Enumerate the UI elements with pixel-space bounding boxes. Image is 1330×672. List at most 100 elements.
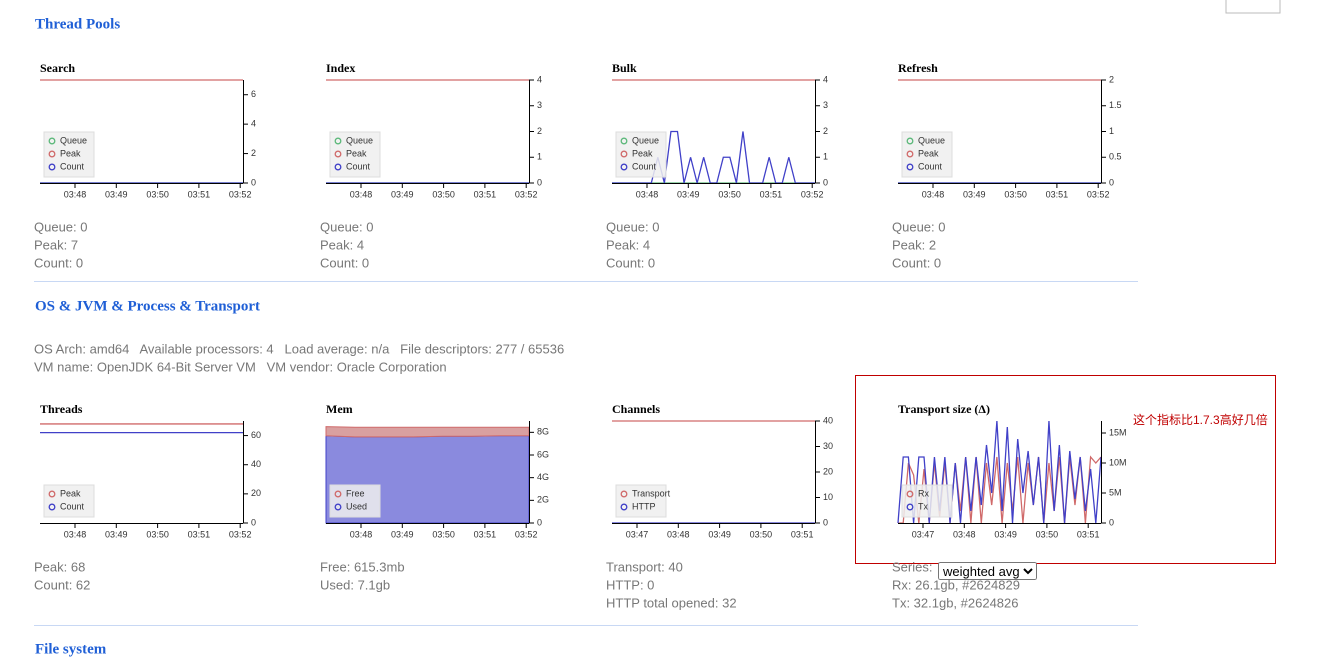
y-tick-label: 20	[251, 488, 261, 498]
y-tick-label: 3	[823, 100, 828, 110]
info-line: OS Arch: amd64 Available processors: 4 L…	[34, 341, 564, 356]
legend-label: Count	[60, 161, 85, 171]
x-tick-label: 03:49	[994, 529, 1017, 539]
legend-label: Count	[918, 161, 943, 171]
y-tick-label: 10	[823, 492, 833, 502]
y-tick-label: 1	[537, 152, 542, 162]
highlight-box	[855, 375, 1276, 564]
x-tick-label: 03:51	[474, 529, 497, 539]
legend-marker	[906, 503, 914, 511]
legend-box	[329, 131, 381, 178]
stat-line: Queue: 0	[606, 219, 660, 234]
chart-title: Refresh	[898, 61, 938, 75]
x-tick-label: 03:51	[474, 189, 497, 199]
x-tick-label: 03:52	[515, 189, 538, 199]
top-box	[1225, 0, 1281, 14]
legend-label: Peak	[60, 488, 81, 498]
legend-marker	[620, 490, 628, 498]
stat-line: Queue: 0	[320, 219, 374, 234]
stat-line: Rx: 26.1gb, #2624829	[892, 577, 1020, 592]
legend-label: Queue	[632, 135, 659, 145]
y-tick-label: 0	[251, 177, 256, 187]
legend-marker	[48, 137, 56, 145]
legend-label: Peak	[632, 148, 653, 158]
legend-label: Used	[346, 501, 367, 511]
legend-label: Queue	[346, 135, 373, 145]
y-tick-label: 60	[251, 430, 261, 440]
annotation: 这个指标比1.7.3高好几倍	[1133, 412, 1268, 427]
stat-line: Peak: 4	[606, 237, 650, 252]
info-line: VM name: OpenJDK 64-Bit Server VM VM ven…	[34, 359, 447, 374]
legend-box	[615, 484, 667, 518]
stat-line: Count: 0	[606, 255, 655, 270]
y-tick-label: 1	[1109, 126, 1114, 136]
x-tick-label: 03:48	[350, 529, 373, 539]
x-tick-label: 03:48	[64, 529, 87, 539]
y-tick-label: 15M	[1109, 427, 1127, 437]
y-tick-label: 1	[823, 152, 828, 162]
stat-line: Queue: 0	[892, 219, 946, 234]
x-tick-label: 03:50	[432, 529, 455, 539]
y-tick-label: 4	[823, 74, 828, 84]
x-tick-label: 03:52	[229, 189, 252, 199]
y-tick-label: 20	[823, 466, 833, 476]
y-tick-label: 4G	[537, 472, 549, 482]
y-tick-label: 40	[823, 415, 833, 425]
legend-marker	[48, 503, 56, 511]
legend-marker	[334, 163, 342, 171]
stat-line: Free: 615.3mb	[320, 559, 405, 574]
legend-label: HTTP	[632, 501, 656, 511]
legend-label: Queue	[60, 135, 87, 145]
y-tick-label: 0	[537, 177, 542, 187]
stat-line: Queue: 0	[34, 219, 88, 234]
legend-marker	[48, 150, 56, 158]
section-title: Thread Pools	[35, 16, 120, 32]
stat-line: Count: 0	[892, 255, 941, 270]
x-tick-label: 03:49	[708, 529, 731, 539]
x-tick-label: 03:50	[146, 189, 169, 199]
x-tick-label: 03:48	[667, 529, 690, 539]
y-tick-label: 2	[1109, 74, 1114, 84]
legend-label: Count	[346, 161, 371, 171]
section-title: File system	[35, 641, 107, 657]
stat-line: Peak: 4	[320, 237, 364, 252]
legend-box	[901, 484, 953, 518]
select-label: Series:	[892, 559, 932, 574]
x-tick-label: 03:49	[105, 189, 128, 199]
legend-marker	[906, 150, 914, 158]
y-tick-label: 4	[537, 74, 542, 84]
legend-marker	[906, 490, 914, 498]
legend-marker	[334, 503, 342, 511]
legend-marker	[334, 150, 342, 158]
chart-title: Bulk	[612, 61, 637, 75]
x-tick-label: 03:48	[953, 529, 976, 539]
x-tick-label: 03:47	[626, 529, 649, 539]
y-tick-label: 4	[251, 119, 256, 129]
y-tick-label: 0.5	[1109, 152, 1122, 162]
series-select[interactable]: weighted avg	[938, 562, 1037, 580]
legend-label: Count	[632, 161, 657, 171]
x-tick-label: 03:51	[1077, 529, 1100, 539]
y-tick-label: 0	[823, 177, 828, 187]
x-tick-label: 03:51	[188, 529, 211, 539]
x-tick-label: 03:52	[1087, 189, 1110, 199]
x-tick-label: 03:52	[229, 529, 252, 539]
legend-label: Peak	[918, 148, 939, 158]
y-tick-label: 5M	[1109, 487, 1122, 497]
y-tick-label: 40	[251, 459, 261, 469]
x-tick-label: 03:48	[922, 189, 945, 199]
stat-line: Peak: 68	[34, 559, 85, 574]
stat-line: Peak: 2	[892, 237, 936, 252]
y-tick-label: 0	[823, 517, 828, 527]
chart-title: Transport size (Δ)	[898, 402, 990, 416]
y-tick-label: 6G	[537, 449, 549, 459]
chart-title: Mem	[326, 402, 353, 416]
x-tick-label: 03:50	[432, 189, 455, 199]
y-tick-label: 0	[1109, 177, 1114, 187]
stat-line: Count: 0	[320, 255, 369, 270]
x-tick-label: 03:50	[146, 529, 169, 539]
y-tick-label: 2	[537, 126, 542, 136]
stat-line: Count: 62	[34, 577, 90, 592]
